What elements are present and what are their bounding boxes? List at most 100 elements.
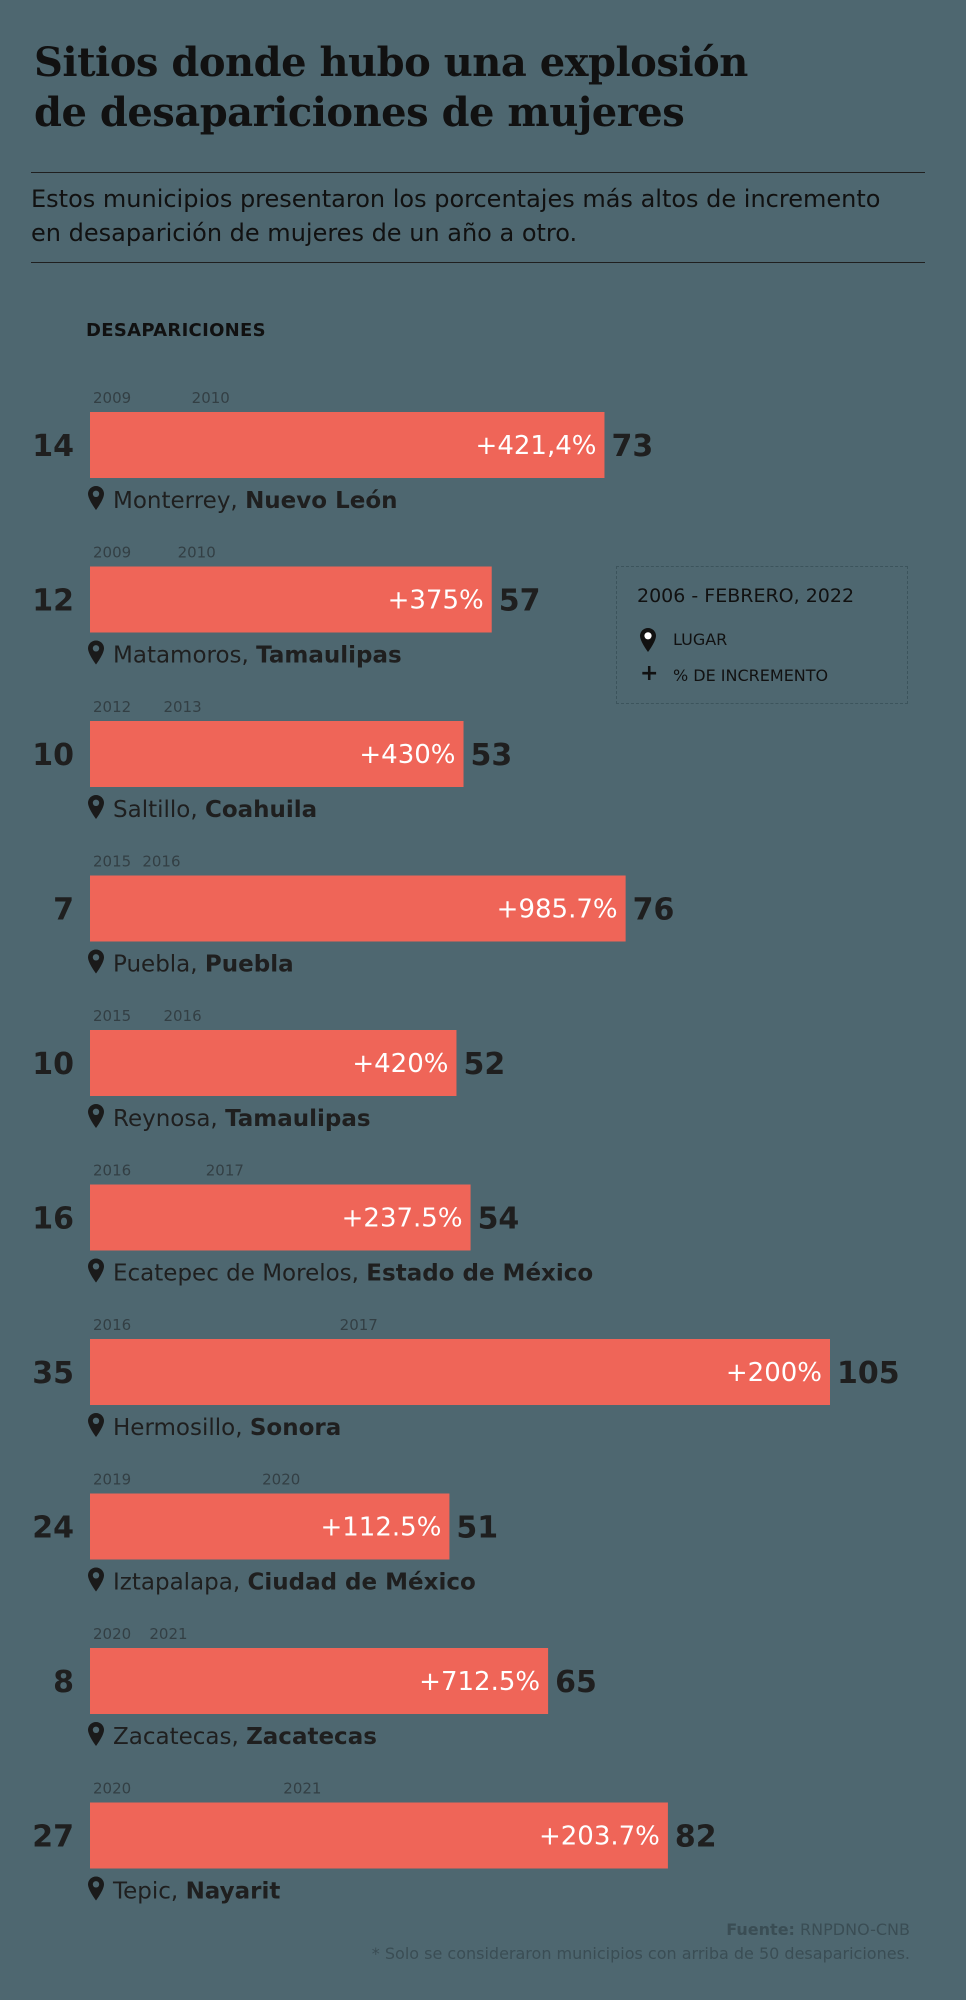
end-value-label: 57 [499,584,541,619]
increase-label: +375% [388,586,484,616]
location-pin-hole [92,1417,100,1425]
top-divider [31,172,925,173]
location-label: Hermosillo, Sonora [113,1415,341,1441]
city-name: Monterrey, [113,488,245,514]
start-value-label: 16 [32,1202,74,1237]
end-value-label: 65 [555,1665,597,1700]
location-pin-icon [88,1258,104,1283]
state-name: Ciudad de México [247,1570,475,1596]
year-from-label: 2015 [93,853,131,871]
increase-label: +200% [726,1358,822,1388]
location-pin-hole [92,954,100,961]
increase-label: +712.5% [419,1667,540,1697]
start-value-label: 10 [32,738,74,773]
start-value-label: 7 [53,893,74,928]
source-name: RNPDNO-CNB [800,1920,910,1939]
location-pin-hole [92,1263,100,1270]
start-value-label: 10 [32,1047,74,1082]
increase-label: +430% [359,740,455,770]
location-label: Iztapalapa, Ciudad de México [113,1570,476,1596]
chart-title: Sitios donde hubo una explosión de desap… [34,38,854,138]
bar [90,566,492,633]
year-from-label: 2020 [93,1625,131,1643]
year-from-label: 2019 [93,1471,131,1489]
location-pin-hole [92,1881,100,1888]
location-label: Monterrey, Nuevo León [113,488,398,514]
end-value-label: 76 [633,893,675,928]
location-label: Reynosa, Tamaulipas [113,1106,371,1132]
city-name: Saltillo, [113,797,205,823]
city-name: Zacatecas, [113,1724,246,1750]
city-name: Puebla, [113,952,205,978]
increase-label: +112.5% [320,1513,441,1543]
increase-label: +985.7% [497,895,618,925]
bar [90,1802,668,1869]
bar [90,1493,450,1560]
legend-increase-label: % DE INCREMENTO [673,666,829,685]
increase-label: +203.7% [539,1822,660,1852]
location-pin-hole [92,1726,100,1734]
title-line-2: de desapariciones de mujeres [34,89,685,136]
subtitle-line-1: Estos municipios presentaron los porcent… [31,185,881,213]
source-label: Fuente: [726,1920,795,1939]
bar [90,1648,549,1714]
year-from-label: 2020 [93,1780,131,1798]
legend: 2006 - FEBRERO, 2022 LUGAR + % DE INCREM… [616,566,908,704]
year-from-label: 2012 [93,698,131,716]
units-label: DESAPARICIONES [86,320,266,341]
bottom-divider [31,262,925,263]
year-to-label: 2016 [163,1007,201,1025]
location-label: Puebla, Puebla [113,952,294,978]
location-pin-hole [92,645,100,652]
increase-label: +237.5% [342,1204,463,1234]
year-from-label: 2009 [93,544,131,562]
footnote: * Solo se consideraron municipios con ar… [371,1944,910,1963]
start-value-label: 14 [32,429,74,464]
year-to-label: 2013 [163,698,201,716]
end-value-label: 52 [463,1047,505,1082]
city-name: Reynosa, [113,1106,225,1132]
location-label: Matamoros, Tamaulipas [113,643,402,669]
year-to-label: 2017 [340,1316,378,1334]
location-pin-icon [88,1722,104,1746]
location-label: Zacatecas, Zacatecas [113,1724,377,1750]
state-name: Nayarit [186,1879,281,1905]
location-label: Saltillo, Coahuila [113,797,317,823]
bar [90,1030,457,1096]
city-name: Ecatepec de Morelos, [113,1261,366,1287]
start-value-label: 27 [32,1820,74,1855]
location-pin-hole [92,799,100,806]
subtitle-line-2: en desaparición de mujeres de un año a o… [31,219,578,247]
location-pin-icon [88,1413,104,1437]
state-name: Sonora [250,1415,341,1441]
year-to-label: 2010 [192,389,230,407]
state-name: Nuevo León [245,488,397,514]
location-pin-icon [88,1567,104,1592]
location-pin-icon [640,628,656,652]
end-value-label: 105 [837,1356,900,1391]
bar [90,721,464,787]
year-from-label: 2015 [93,1007,131,1025]
year-to-label: 2020 [262,1471,300,1489]
location-pin-icon [88,486,104,510]
legend-place-label: LUGAR [673,630,728,649]
footer: Fuente: RNPDNO-CNB * Solo se consideraro… [372,1918,910,1966]
location-pin-icon [88,640,104,665]
location-pin-hole [92,490,100,497]
end-value-label: 82 [675,1820,717,1855]
city-name: Matamoros, [113,643,256,669]
year-from-label: 2009 [93,389,131,407]
bar [90,1339,830,1405]
chart-subtitle: Estos municipios presentaron los porcent… [31,182,931,250]
state-name: Tamaulipas [225,1106,371,1132]
increase-label: +421,4% [476,431,597,461]
city-name: Iztapalapa, [113,1570,247,1596]
year-to-label: 2010 [178,544,216,562]
end-value-label: 54 [478,1202,520,1237]
location-pin-icon [88,1104,104,1128]
title-line-1: Sitios donde hubo una explosión [34,39,748,86]
source-line: Fuente: RNPDNO-CNB [372,1918,910,1942]
year-to-label: 2017 [206,1162,244,1180]
bar [90,875,626,942]
start-value-label: 24 [32,1511,74,1546]
